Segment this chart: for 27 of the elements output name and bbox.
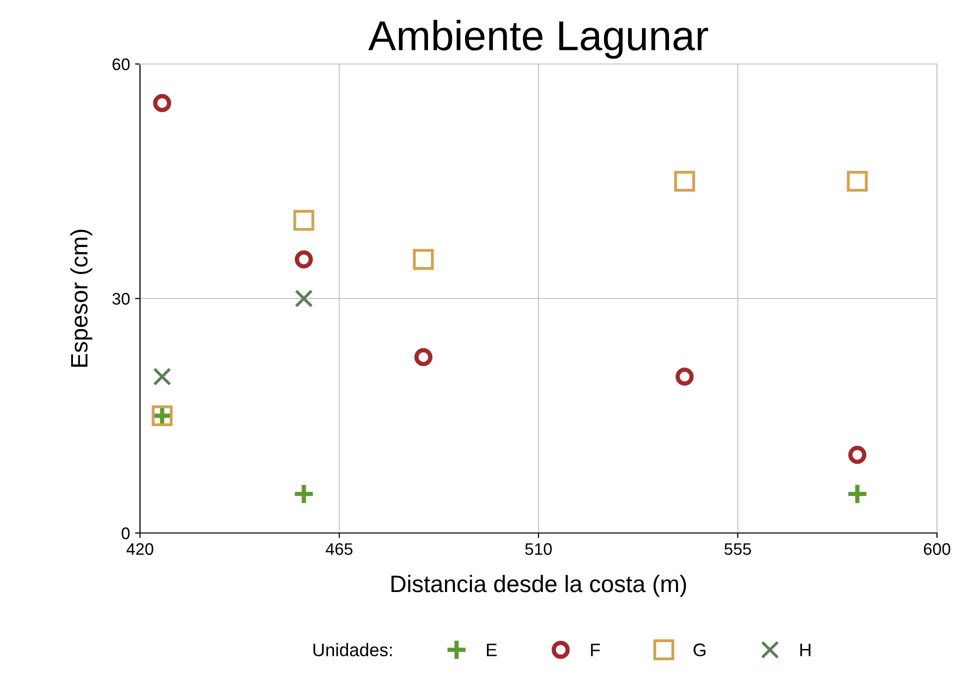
- point: [153, 368, 172, 386]
- x-tick-label: 510: [525, 543, 552, 555]
- point: [676, 368, 694, 386]
- point: [294, 250, 313, 268]
- legend-label: H: [800, 644, 810, 656]
- legend-label: E: [486, 644, 497, 656]
- point: [414, 348, 432, 366]
- y-axis-title: Espesor (cm): [70, 230, 92, 367]
- point: [846, 170, 868, 192]
- x-tick-label: 420: [126, 543, 154, 555]
- legend-title: Unidades:: [313, 643, 392, 656]
- legend-label: F: [591, 644, 600, 656]
- point: [294, 289, 313, 308]
- point: [674, 170, 696, 192]
- y-tick-label: 30: [112, 292, 130, 305]
- y-tick-label: 60: [112, 58, 130, 70]
- point: [153, 94, 172, 112]
- point: [293, 210, 314, 231]
- x-tick-label: 600: [924, 543, 950, 555]
- x-axis-title: Distancia desde la costa (m): [392, 574, 686, 597]
- x-tick-label: 465: [326, 543, 352, 555]
- point: [412, 249, 434, 270]
- y-tick-label: 0: [122, 527, 130, 540]
- legend-label: G: [694, 644, 706, 656]
- chart-title: Ambiente Lagunar: [368, 20, 708, 59]
- x-tick-label: 555: [724, 543, 751, 555]
- point: [848, 446, 866, 464]
